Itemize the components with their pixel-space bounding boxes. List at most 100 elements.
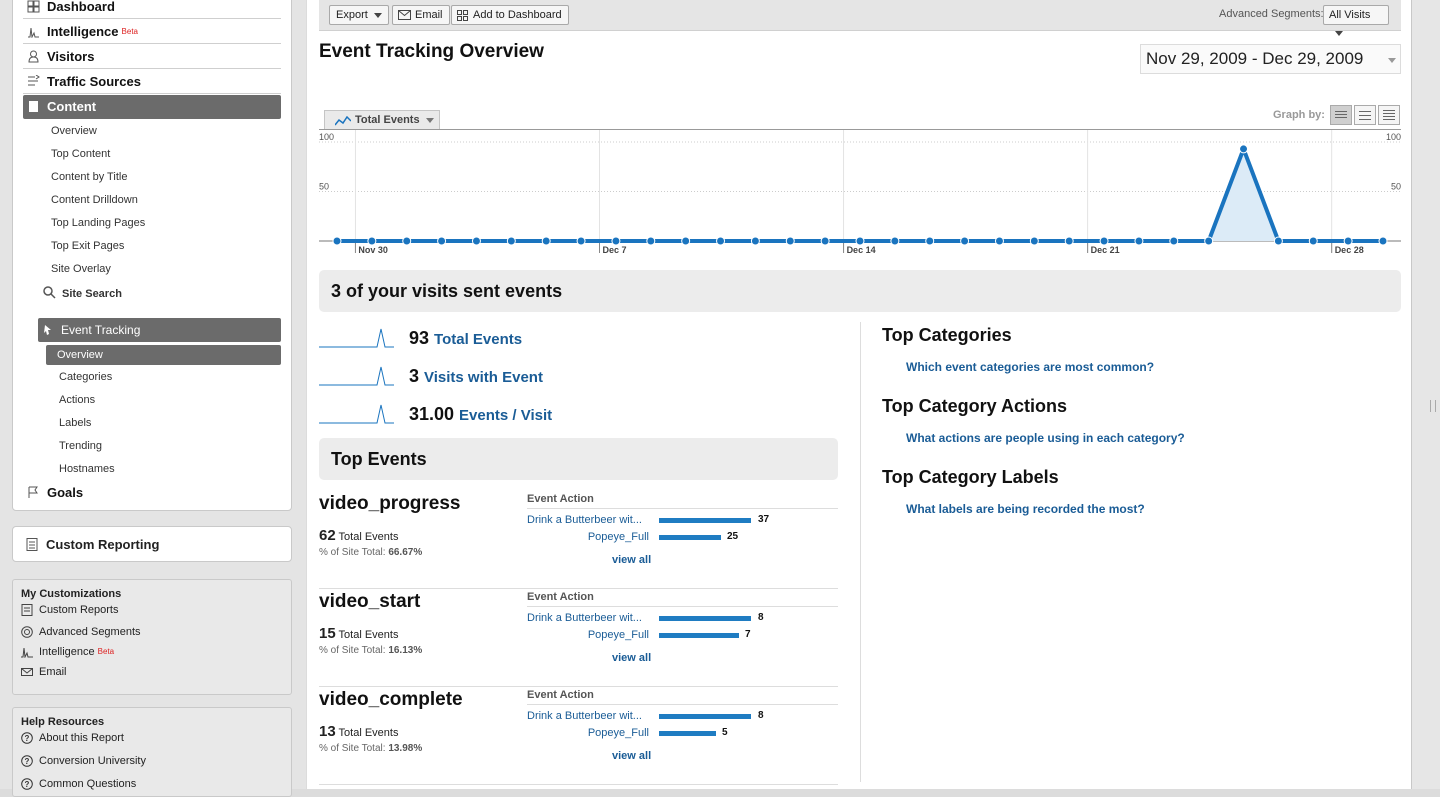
- action-link[interactable]: Popeye_Full: [587, 727, 649, 739]
- action-bar: [659, 535, 721, 540]
- action-value: 5: [722, 727, 728, 738]
- nav-traffic-sources-label: Traffic Sources: [47, 74, 141, 89]
- dashboard-icon: [457, 10, 468, 21]
- data-point: [1064, 236, 1074, 246]
- email-button[interactable]: Email: [392, 5, 450, 25]
- nav-intelligence[interactable]: Intelligence Beta: [23, 20, 281, 44]
- event-action-header: Event Action: [527, 493, 838, 509]
- export-button[interactable]: Export: [329, 5, 389, 25]
- svg-text:?: ?: [25, 757, 30, 766]
- data-point: [541, 236, 551, 246]
- about-report-label: About this Report: [39, 732, 124, 744]
- data-point: [716, 236, 726, 246]
- data-point: [1308, 236, 1318, 246]
- event-name[interactable]: video_complete: [319, 689, 463, 710]
- data-point: [611, 236, 621, 246]
- data-point: [820, 236, 830, 246]
- metric-link[interactable]: Events / Visit: [459, 407, 553, 424]
- nav-content-by-title[interactable]: Content by Title: [51, 171, 128, 183]
- scrollbar[interactable]: [1411, 0, 1440, 789]
- x-tick-label: Dec 28: [1335, 245, 1364, 255]
- action-bar: [659, 616, 751, 621]
- view-all-link[interactable]: view all: [612, 554, 652, 566]
- nav-content[interactable]: Content: [23, 95, 281, 119]
- about-report-link[interactable]: ? About this Report: [13, 728, 291, 748]
- action-link[interactable]: Drink a Butterbeer wit...: [527, 710, 642, 722]
- section-link[interactable]: What labels are being recorded the most?: [906, 502, 1145, 516]
- nav-dashboard[interactable]: Dashboard: [23, 0, 281, 19]
- event-name[interactable]: video_progress: [319, 493, 461, 514]
- common-questions-link[interactable]: ? Common Questions: [13, 774, 291, 794]
- nav-visitors-label: Visitors: [47, 49, 95, 64]
- action-bar: [659, 518, 751, 523]
- action-link[interactable]: Drink a Butterbeer wit...: [527, 612, 642, 624]
- data-point: [1273, 236, 1283, 246]
- add-to-dashboard-button[interactable]: Add to Dashboard: [451, 5, 569, 25]
- pct-value: 16.13%: [388, 645, 423, 656]
- summary-header: 3 of your visits sent events: [319, 270, 1401, 312]
- report-icon: [26, 538, 38, 551]
- event-total-value: 15: [319, 625, 336, 642]
- line-chart-icon: [335, 116, 351, 126]
- event-total: 15 Total Events: [319, 625, 398, 642]
- nav-event-overview[interactable]: Overview: [46, 345, 281, 365]
- nav-top-landing-pages[interactable]: Top Landing Pages: [51, 217, 146, 229]
- advanced-segments-link[interactable]: Advanced Segments: [13, 622, 291, 642]
- graph-by-week-button[interactable]: [1354, 105, 1376, 125]
- data-point: [1343, 236, 1353, 246]
- custom-reporting-link[interactable]: Custom Reporting: [12, 526, 292, 562]
- envelope-icon: [21, 668, 33, 676]
- metric-link[interactable]: Total Events: [434, 331, 523, 348]
- nav-event-actions[interactable]: Actions: [59, 394, 96, 406]
- page-icon: [29, 101, 38, 112]
- chart-metric-selector[interactable]: Total Events: [324, 110, 440, 130]
- event-name[interactable]: video_start: [319, 591, 421, 612]
- custom-reporting-label: Custom Reporting: [46, 537, 160, 552]
- segments-select[interactable]: All Visits: [1323, 5, 1389, 36]
- nav-traffic-sources[interactable]: Traffic Sources: [23, 70, 281, 94]
- view-all-link[interactable]: view all: [612, 652, 652, 664]
- nav-content-overview[interactable]: Overview: [51, 125, 97, 137]
- intelligence-link[interactable]: Intelligence Beta: [13, 642, 291, 662]
- top-categories-section: Top Categories Which event categories ar…: [882, 325, 1154, 374]
- event-pct: % of Site Total: 16.13%: [319, 645, 422, 656]
- nav-event-hostnames[interactable]: Hostnames: [59, 463, 115, 475]
- section-link[interactable]: What actions are people using in each ca…: [906, 431, 1185, 445]
- action-link[interactable]: Drink a Butterbeer wit...: [527, 514, 642, 526]
- pct-label: % of Site Total:: [319, 645, 386, 656]
- view-all-link[interactable]: view all: [612, 750, 652, 762]
- nav-goals[interactable]: Goals: [23, 481, 281, 505]
- metric-link[interactable]: Visits with Event: [424, 369, 543, 386]
- graph-by-day-button[interactable]: [1330, 105, 1352, 125]
- email-link[interactable]: Email: [13, 662, 291, 682]
- nav-content-drilldown[interactable]: Content Drilldown: [51, 194, 138, 206]
- section-link[interactable]: Which event categories are most common?: [906, 360, 1155, 374]
- action-bar: [659, 731, 716, 736]
- nav-site-overlay[interactable]: Site Overlay: [51, 263, 111, 275]
- action-link[interactable]: Popeye_Full: [587, 629, 649, 641]
- nav-event-labels[interactable]: Labels: [59, 417, 92, 429]
- add-to-dashboard-label: Add to Dashboard: [473, 9, 562, 21]
- custom-reports-link[interactable]: Custom Reports: [13, 600, 291, 620]
- custom-reports-label: Custom Reports: [39, 604, 119, 616]
- svg-text:?: ?: [25, 780, 30, 789]
- date-range-picker[interactable]: Nov 29, 2009 - Dec 29, 2009: [1140, 44, 1401, 74]
- data-point: [471, 236, 481, 246]
- nav-event-trending[interactable]: Trending: [59, 440, 103, 452]
- nav-event-tracking[interactable]: Event Tracking: [38, 318, 281, 342]
- action-value: 37: [758, 514, 770, 525]
- action-link[interactable]: Popeye_Full: [587, 531, 649, 543]
- graph-by-month-button[interactable]: [1378, 105, 1400, 125]
- nav-site-search[interactable]: Site Search: [42, 286, 122, 300]
- action-value: 25: [727, 531, 739, 542]
- section-title: Top Category Labels: [882, 467, 1059, 487]
- top-events-header: Top Events: [319, 438, 838, 480]
- nav-event-categories[interactable]: Categories: [59, 371, 113, 383]
- nav-visitors[interactable]: Visitors: [23, 45, 281, 69]
- traffic-sources-icon: [28, 75, 40, 86]
- event-total-suffix: Total Events: [338, 629, 399, 641]
- conversion-university-link[interactable]: ? Conversion University: [13, 751, 291, 771]
- nav-top-exit-pages[interactable]: Top Exit Pages: [51, 240, 125, 252]
- svg-text:?: ?: [25, 734, 30, 743]
- nav-top-content[interactable]: Top Content: [51, 148, 111, 160]
